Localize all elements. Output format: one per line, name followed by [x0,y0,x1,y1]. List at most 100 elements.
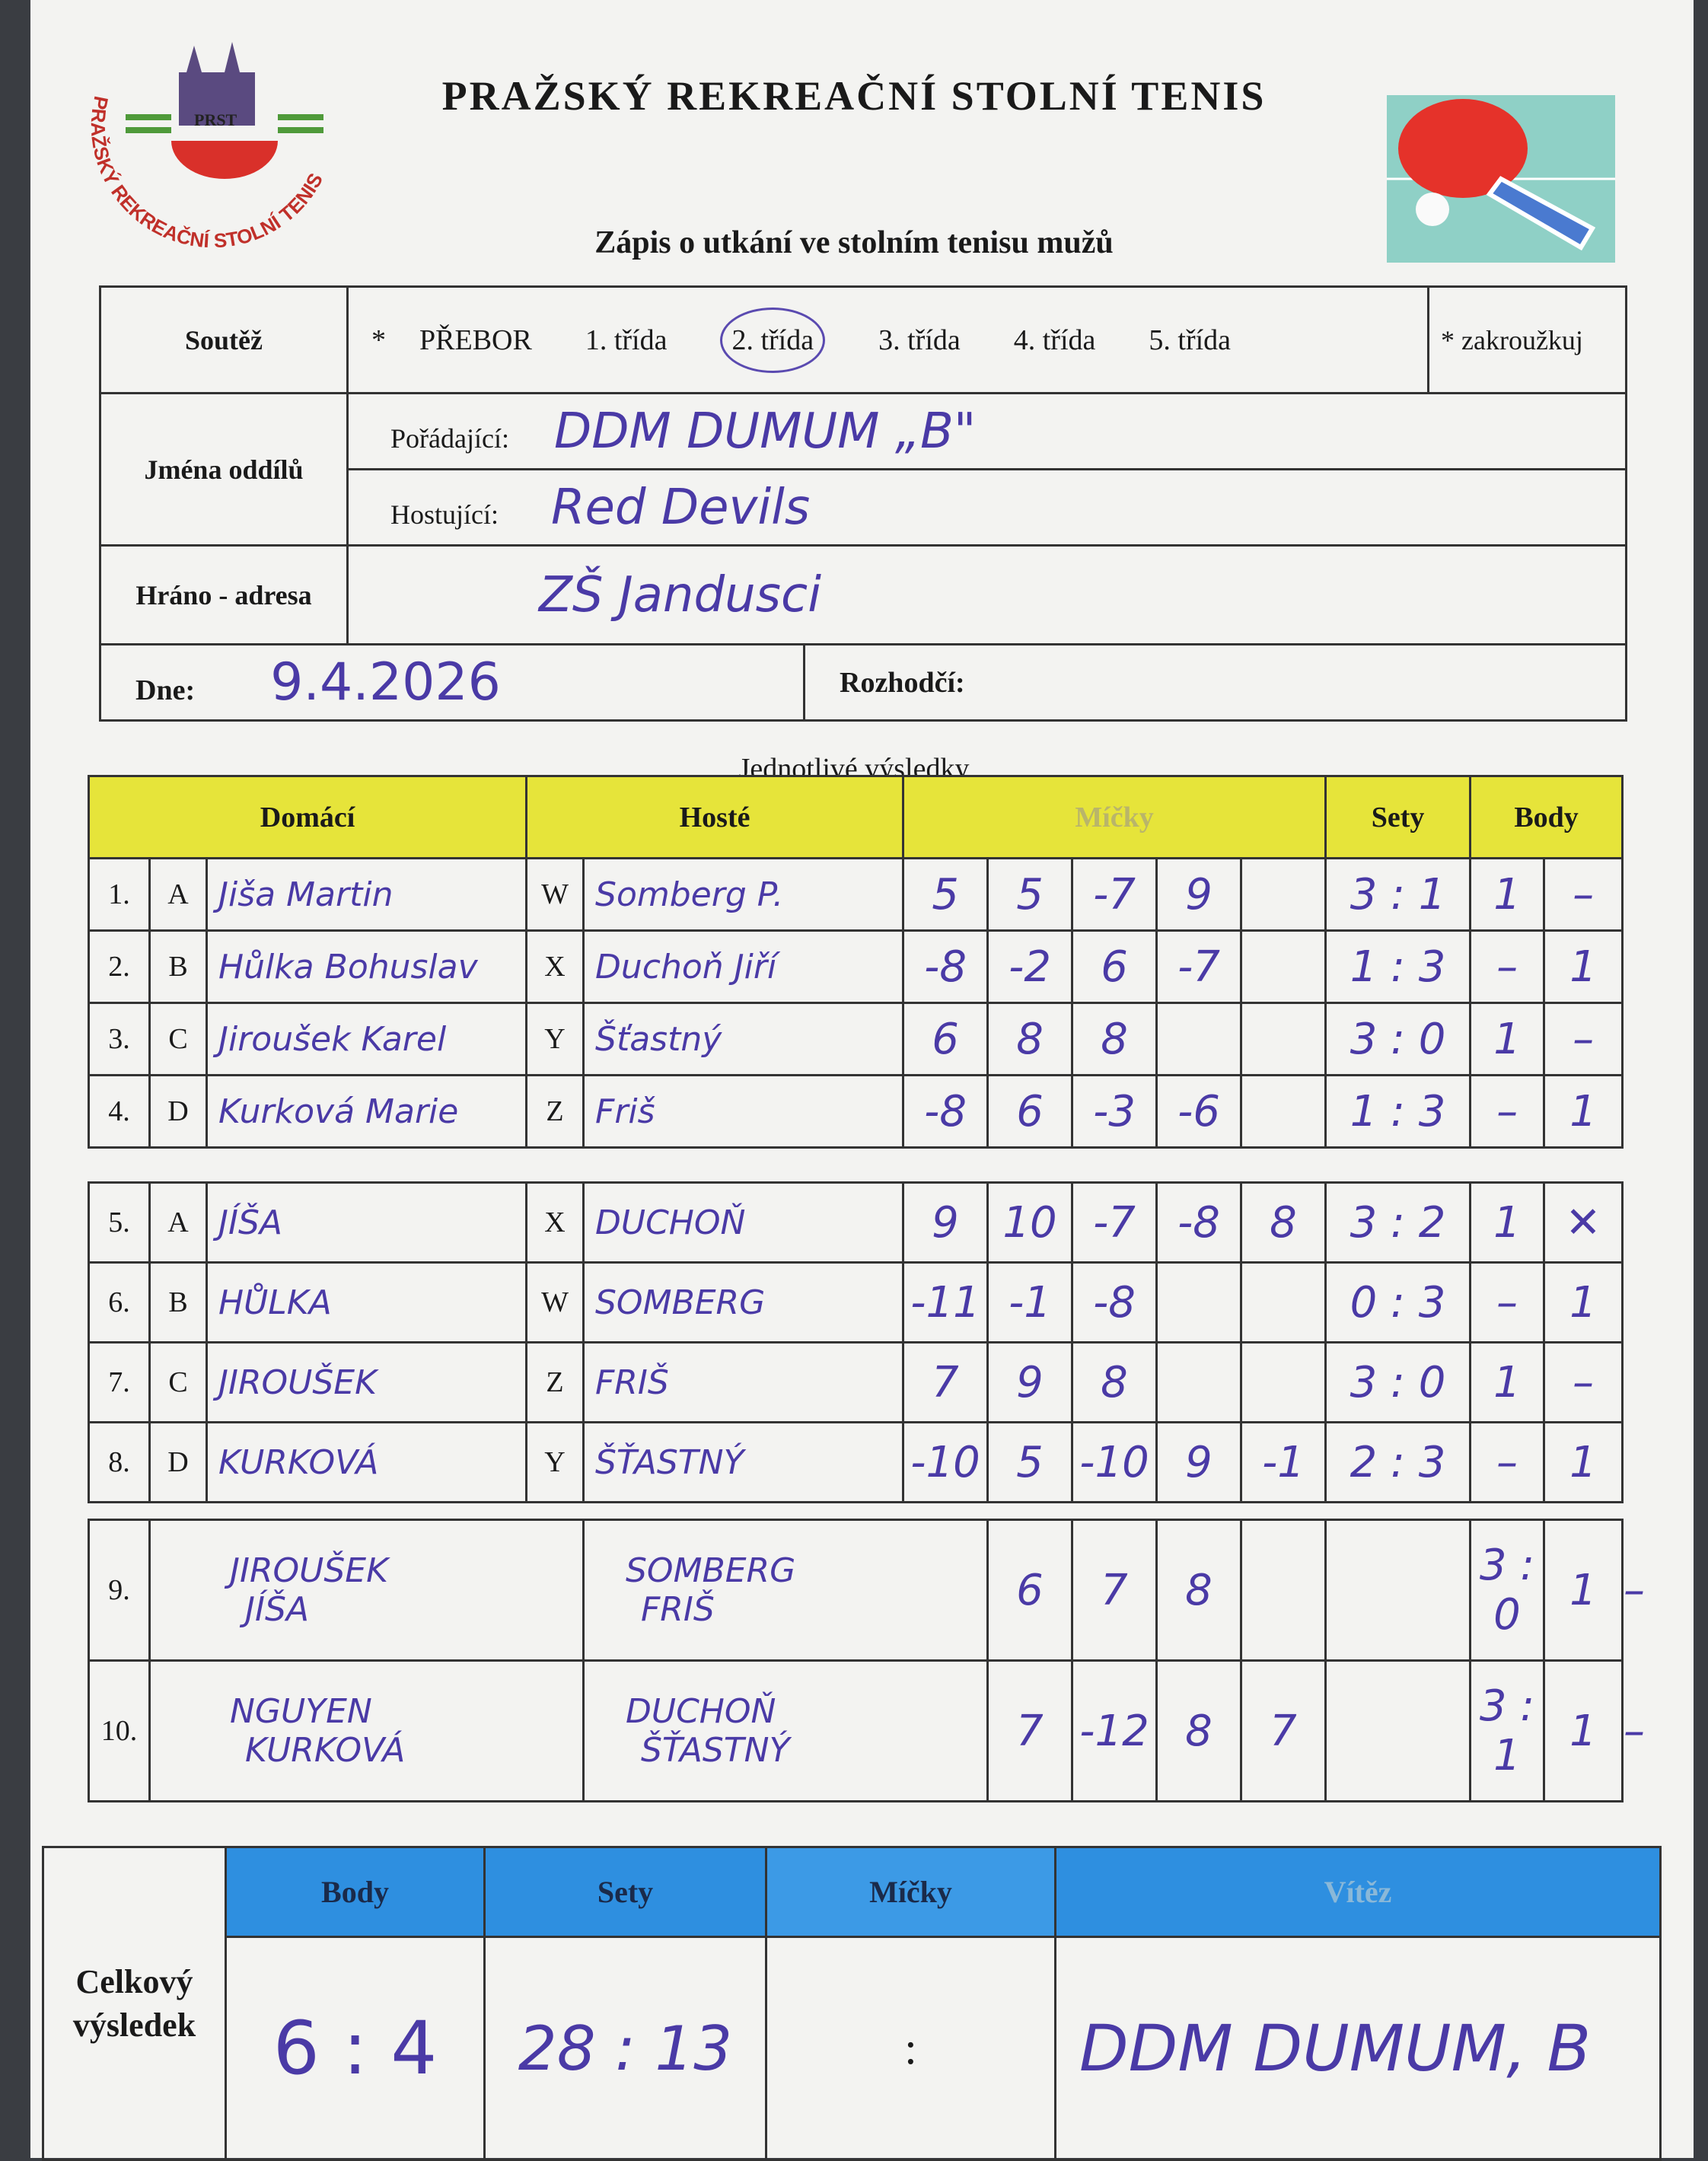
sets-result[interactable]: 0 : 3 [1324,1261,1471,1343]
set-score[interactable]: -1 [986,1261,1073,1343]
home-player-name[interactable]: Kurková Marie [205,1074,528,1149]
set-score[interactable]: 6 [902,1002,989,1076]
set-score[interactable]: 7 [902,1341,989,1423]
home-pair[interactable]: NGUYEN KURKOVÁ [148,1659,585,1802]
set-score[interactable]: -2 [986,929,1074,1004]
home-point[interactable]: 1 [1469,1181,1545,1264]
set-score[interactable]: 6 [1071,929,1158,1004]
home-team-value[interactable]: DDM DUMUM „B" [553,403,977,460]
guest-player-name[interactable]: ŠŤASTNÝ [582,1421,904,1503]
guest-point[interactable]: ✕ [1543,1181,1624,1264]
set-score[interactable] [1324,1519,1471,1662]
set-score[interactable]: 7 [1071,1519,1158,1662]
guest-point[interactable]: – [1543,1341,1624,1423]
total-balls-value[interactable]: : [765,1936,1056,2161]
home-point[interactable]: 1 [1469,857,1546,932]
home-player-name[interactable]: Jiroušek Karel [205,1002,528,1076]
home-point[interactable]: 1 [1543,1519,1624,1662]
set-score[interactable]: -10 [1071,1421,1158,1503]
home-player-name[interactable]: JIROUŠEK [206,1341,527,1423]
guest-point[interactable]: 1 [1543,1261,1624,1343]
set-score[interactable]: 8 [1155,1519,1242,1662]
set-score[interactable]: 10 [986,1181,1073,1264]
home-point[interactable]: 1 [1469,1341,1545,1423]
sets-result[interactable]: 3 : 1 [1324,857,1472,932]
set-score[interactable]: -8 [1071,1261,1158,1343]
guest-point[interactable]: 1 [1543,1074,1624,1149]
total-sets-value[interactable]: 28 : 13 [483,1936,767,2161]
set-score[interactable]: 6 [986,1074,1074,1149]
set-score[interactable] [1155,1261,1242,1343]
set-score[interactable]: 7 [986,1659,1073,1802]
set-score[interactable]: 8 [1240,1181,1327,1264]
date-value[interactable]: 9.4.2026 [270,652,501,712]
guest-player-name[interactable]: Šťastný [582,1002,905,1076]
guest-player-name[interactable]: FRIŠ [582,1341,904,1423]
set-score[interactable]: 6 [986,1519,1073,1662]
home-player-name[interactable]: Hůlka Bohuslav [205,929,528,1004]
set-score[interactable]: 9 [986,1341,1073,1423]
guest-player-name[interactable]: SOMBERG [582,1261,904,1343]
set-score[interactable] [1240,1341,1327,1423]
set-score[interactable]: 5 [986,1421,1073,1503]
set-score[interactable] [1155,1341,1242,1423]
competition-option[interactable]: 5. třída [1149,324,1232,356]
set-score[interactable]: -1 [1240,1421,1327,1503]
set-score[interactable] [1155,1002,1243,1076]
set-score[interactable] [1240,1002,1327,1076]
sets-result[interactable]: 3 : 0 [1324,1341,1471,1423]
set-score[interactable]: 7 [1240,1659,1327,1802]
set-score[interactable] [1240,1074,1327,1149]
set-score[interactable]: 8 [1071,1341,1158,1423]
sets-result[interactable]: 3 : 2 [1324,1181,1471,1264]
guest-point[interactable]: – [1543,857,1624,932]
home-point[interactable]: – [1469,929,1546,1004]
home-player-name[interactable]: Jiša Martin [205,857,528,932]
guest-point[interactable]: – [1543,1002,1624,1076]
set-score[interactable] [1240,1519,1327,1662]
competition-option[interactable]: 3. třída [878,324,961,356]
competition-option[interactable]: 1. třída [585,324,668,356]
home-player-name[interactable]: HŮLKA [206,1261,527,1343]
sets-result[interactable]: 1 : 3 [1324,1074,1472,1149]
home-pair[interactable]: JIROUŠEK JÍŠA [148,1519,585,1662]
guest-pair[interactable]: SOMBERG FRIŠ [582,1519,989,1662]
set-score[interactable]: 9 [902,1181,989,1264]
guest-point[interactable]: 1 [1543,929,1624,1004]
home-player-name[interactable]: KURKOVÁ [206,1421,527,1503]
address-value[interactable]: ZŠ Jandusci [539,566,821,623]
set-score[interactable] [1240,857,1327,932]
set-score[interactable]: 5 [986,857,1074,932]
set-score[interactable] [1240,1261,1327,1343]
competition-option[interactable]: 4. třída [1013,324,1096,356]
set-score[interactable]: -7 [1071,857,1158,932]
sets-result[interactable]: 3 : 1 [1469,1659,1545,1802]
home-point[interactable]: – [1469,1261,1545,1343]
set-score[interactable]: -7 [1071,1181,1158,1264]
total-winner-value[interactable]: DDM DUMUM, B [1054,1936,1662,2161]
set-score[interactable]: -10 [902,1421,989,1503]
set-score[interactable]: -8 [1155,1181,1242,1264]
set-score[interactable] [1240,929,1327,1004]
guest-player-name[interactable]: Somberg P. [582,857,905,932]
guest-pair[interactable]: DUCHOŇ ŠŤASTNÝ [582,1659,989,1802]
home-point[interactable]: 1 [1543,1659,1624,1802]
set-score[interactable] [1324,1659,1471,1802]
set-score[interactable]: -8 [902,929,989,1004]
home-point[interactable]: 1 [1469,1002,1546,1076]
set-score[interactable]: -8 [902,1074,989,1149]
total-points-value[interactable]: 6 : 4 [225,1936,486,2161]
sets-result[interactable]: 3 : 0 [1469,1519,1545,1662]
set-score[interactable]: -12 [1071,1659,1158,1802]
set-score[interactable]: -7 [1155,929,1243,1004]
set-score[interactable]: -6 [1155,1074,1243,1149]
home-point[interactable]: – [1469,1074,1546,1149]
competition-option[interactable]: 2. třída [720,307,826,373]
sets-result[interactable]: 1 : 3 [1324,929,1472,1004]
set-score[interactable]: -11 [902,1261,989,1343]
guest-player-name[interactable]: Friš [582,1074,905,1149]
guest-point[interactable]: 1 [1543,1421,1624,1503]
sets-result[interactable]: 3 : 0 [1324,1002,1472,1076]
set-score[interactable]: 5 [902,857,989,932]
set-score[interactable]: 8 [1155,1659,1242,1802]
